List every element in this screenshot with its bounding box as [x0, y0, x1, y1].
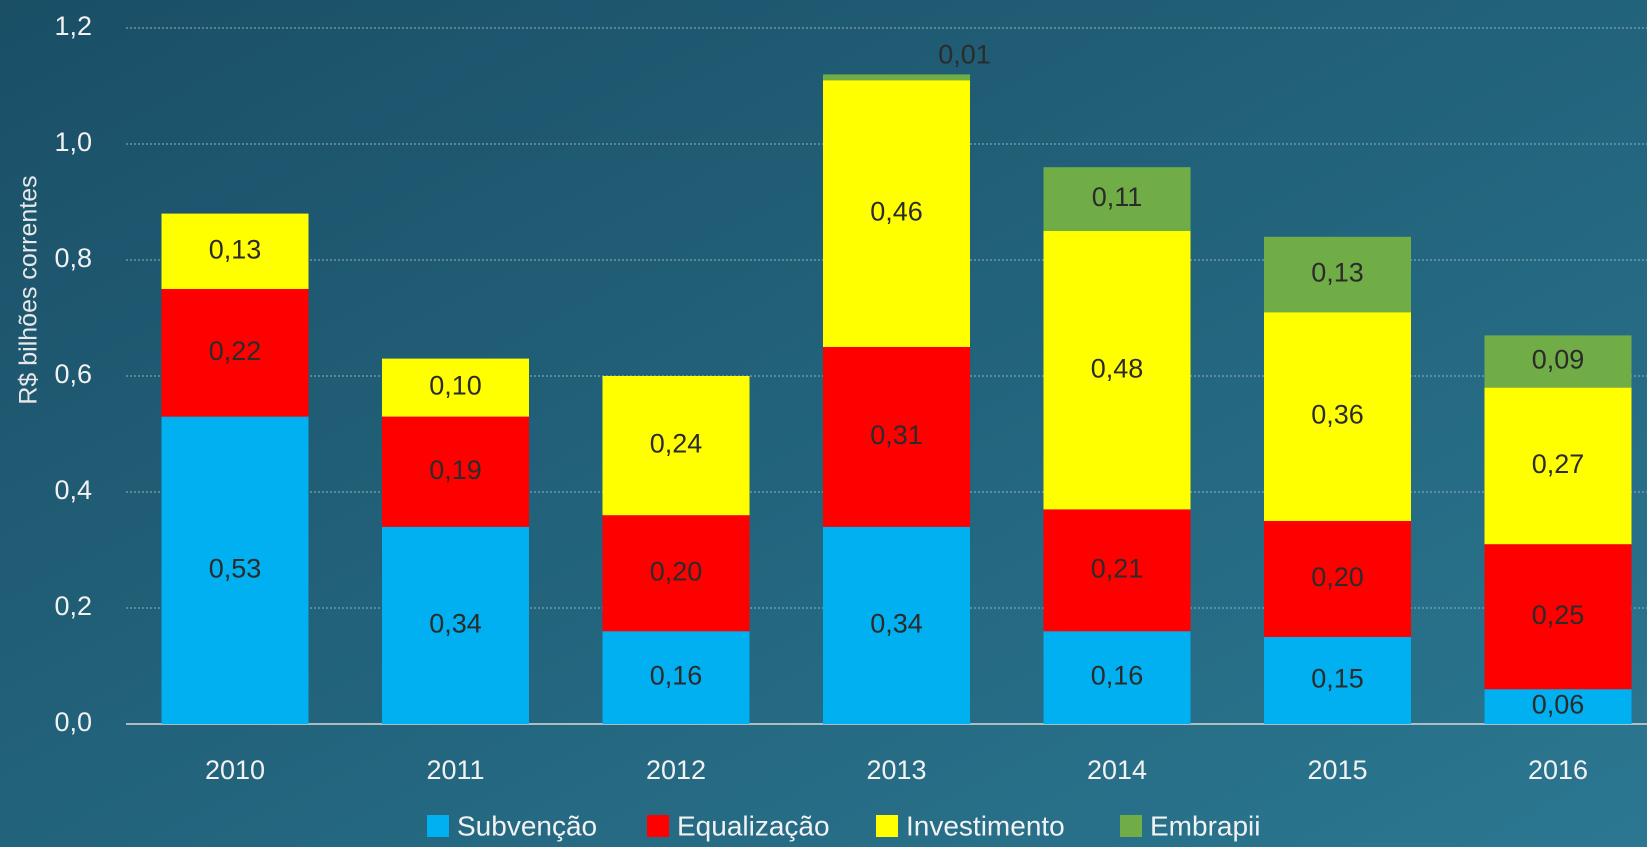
bar-segment — [1484, 387, 1632, 545]
legend-swatch — [876, 815, 898, 837]
value-label: 0,21 — [1091, 553, 1144, 583]
bar-segment — [1043, 631, 1191, 724]
value-label: 0,53 — [209, 553, 262, 583]
x-tick-label: 2012 — [646, 755, 706, 785]
x-tick-label: 2013 — [866, 755, 926, 785]
y-tick-label: 1,2 — [54, 11, 92, 41]
bar-segment — [161, 416, 309, 724]
value-label: 0,20 — [650, 556, 703, 586]
legend-swatch — [647, 815, 669, 837]
bar-segment — [823, 347, 970, 527]
x-tick-label: 2016 — [1528, 755, 1588, 785]
bar-segment — [602, 631, 750, 724]
bar-segment — [1043, 231, 1191, 510]
value-label: 0,19 — [429, 455, 482, 485]
value-label: 0,01 — [938, 40, 991, 70]
value-label: 0,06 — [1532, 690, 1585, 720]
y-tick-label: 1,0 — [54, 127, 92, 157]
legend-label: Investimento — [906, 810, 1065, 841]
value-label: 0,13 — [209, 234, 262, 264]
bar-segment — [382, 526, 529, 724]
legend-swatch — [1120, 815, 1142, 837]
bar-segment — [1043, 509, 1191, 632]
bar-segment — [1484, 689, 1632, 724]
value-label: 0,20 — [1311, 562, 1364, 592]
bar-segment — [382, 416, 529, 527]
bar-segment — [1484, 544, 1632, 690]
bar-segment — [161, 213, 309, 289]
bar-segment — [602, 376, 750, 516]
value-label: 0,34 — [429, 609, 482, 639]
x-tick-label: 2015 — [1307, 755, 1367, 785]
legend-label: Subvenção — [457, 810, 597, 841]
value-label: 0,24 — [650, 429, 703, 459]
bar-segment — [1264, 312, 1411, 521]
value-label: 0,27 — [1532, 449, 1585, 479]
value-label: 0,16 — [650, 661, 703, 691]
value-label: 0,13 — [1311, 258, 1364, 288]
bar-segment — [161, 289, 309, 417]
x-tick-label: 2014 — [1087, 755, 1147, 785]
value-label: 0,31 — [870, 420, 923, 450]
bar-segment — [1043, 167, 1191, 231]
value-label: 0,22 — [209, 336, 262, 366]
legend-label: Embrapii — [1150, 810, 1260, 841]
value-label: 0,11 — [1092, 182, 1143, 212]
value-label: 0,16 — [1091, 661, 1144, 691]
value-label: 0,36 — [1311, 400, 1364, 430]
bar-segment — [1264, 236, 1411, 313]
bar-segment — [823, 74, 970, 81]
y-axis-label: R$ bilhões correntes — [15, 175, 43, 404]
value-label: 0,25 — [1532, 600, 1585, 630]
y-tick-label: 0,2 — [54, 591, 92, 621]
y-tick-label: 0,4 — [54, 475, 92, 505]
value-label: 0,46 — [870, 197, 923, 227]
bar-segment — [382, 358, 529, 417]
bar-segment — [1484, 335, 1632, 388]
bar-segment — [1264, 521, 1411, 637]
y-tick-label: 0,6 — [54, 359, 92, 389]
legend-swatch — [427, 815, 449, 837]
value-label: 0,15 — [1311, 664, 1364, 694]
value-label: 0,48 — [1091, 353, 1144, 383]
bar-segment — [823, 526, 970, 724]
y-tick-label: 0,8 — [54, 243, 92, 273]
bar-segment — [823, 80, 970, 347]
value-label: 0,10 — [429, 371, 482, 401]
value-label: 0,09 — [1532, 345, 1585, 375]
bar-segment — [602, 515, 750, 632]
bar-segment — [1264, 637, 1411, 724]
legend-label: Equalização — [677, 810, 830, 841]
value-label: 0,34 — [870, 609, 923, 639]
x-tick-label: 2010 — [205, 755, 265, 785]
x-tick-label: 2011 — [426, 755, 484, 785]
y-tick-label: 0,0 — [54, 707, 92, 737]
